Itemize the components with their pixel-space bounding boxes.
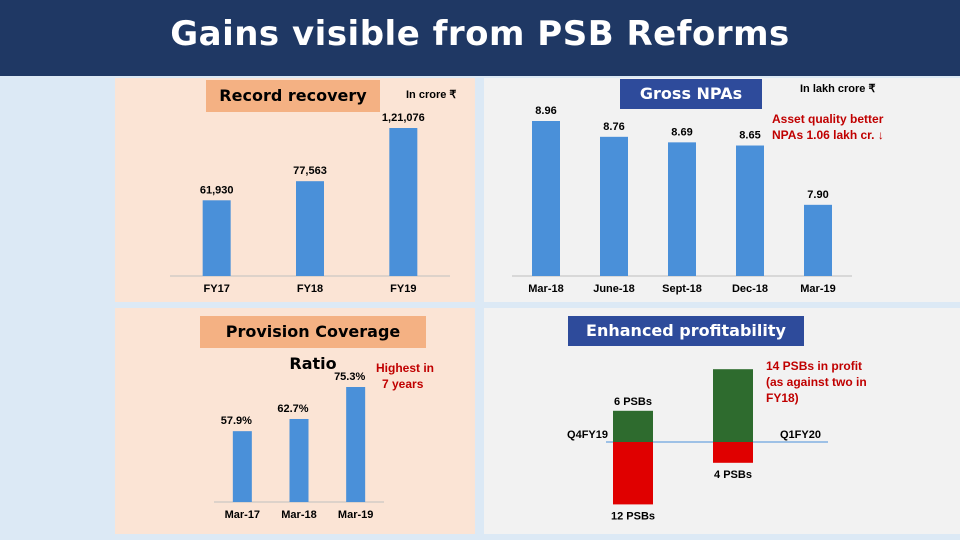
npa-note-line-2: NPAs 1.06 lakh cr. ↓ (772, 128, 884, 142)
recovery-value-label: 1,21,076 (382, 112, 425, 124)
pcr-value-label: 75.3% (334, 371, 365, 383)
npa-bar (736, 145, 764, 276)
npa-tick-label: Mar-18 (528, 283, 563, 295)
recovery-bar (389, 128, 418, 276)
recovery-bar (202, 200, 231, 276)
npa-bar (532, 121, 560, 276)
pcr-bar (232, 431, 252, 502)
profit-tick-label: Q1FY20 (780, 429, 821, 441)
profit-label: Enhanced profitability (568, 316, 804, 346)
npa-bar (668, 142, 696, 276)
recovery-unit: In crore ₹ (406, 89, 457, 101)
npa-value-label: 8.96 (535, 105, 556, 117)
recovery-tick-label: FY17 (204, 283, 230, 295)
pcr-tick-label: Mar-18 (281, 509, 316, 521)
loss-bar (613, 442, 653, 505)
pcr-label: Provision Coverage Ratio (200, 316, 426, 373)
npa-tick-label: Mar-19 (800, 283, 835, 295)
npa-bar (804, 204, 832, 276)
pcr-tick-label: Mar-19 (338, 509, 373, 521)
profit-note-line-2: (as against two in (766, 375, 867, 389)
profit-note-line-1: 14 PSBs in profit (766, 359, 863, 373)
loss-value-label: 12 PSBs (611, 510, 655, 522)
profit-bar (613, 410, 653, 442)
profit-note: 14 PSBs in profit (as against two in FY1… (766, 358, 867, 406)
npa-bar (600, 136, 628, 276)
pcr-note-line-2: 7 years (382, 377, 424, 391)
profit-tick-label: Q4FY19 (567, 429, 608, 441)
recovery-label: Record recovery (206, 80, 380, 112)
profit-bar (713, 369, 753, 442)
recovery-tick-label: FY19 (390, 283, 416, 295)
loss-bar (713, 442, 753, 463)
recovery-tick-label: FY18 (297, 283, 323, 295)
npa-note: Asset quality better NPAs 1.06 lakh cr. … (772, 111, 932, 143)
pcr-note-line-1: Highest in (376, 361, 435, 375)
npa-value-label: 7.90 (807, 189, 828, 201)
npa-tick-label: June-18 (593, 283, 635, 295)
npa-tick-label: Dec-18 (732, 283, 768, 295)
npa-value-label: 8.76 (603, 121, 624, 133)
npa-note-line-1: Asset quality better (772, 112, 884, 126)
loss-value-label: 4 PSBs (714, 469, 752, 481)
pcr-value-label: 62.7% (277, 403, 308, 415)
recovery-value-label: 61,930 (200, 184, 234, 196)
recovery-bar (296, 181, 324, 276)
pcr-bar (346, 387, 366, 502)
npa-unit: In lakh crore ₹ (800, 83, 876, 95)
npa-value-label: 8.69 (671, 126, 692, 138)
page-title: Gains visible from PSB Reforms (170, 14, 790, 54)
npa-tick-label: Sept-18 (662, 283, 702, 295)
npa-panel (484, 78, 960, 302)
recovery-value-label: 77,563 (293, 165, 327, 177)
title-bar (0, 0, 960, 76)
profit-value-label: 6 PSBs (614, 396, 652, 408)
pcr-value-label: 57.9% (221, 415, 252, 427)
npa-value-label: 8.65 (739, 130, 760, 142)
profit-note-line-3: FY18) (766, 391, 799, 405)
npa-label: Gross NPAs (620, 79, 762, 109)
pcr-tick-label: Mar-17 (225, 509, 260, 521)
pcr-bar (289, 418, 309, 502)
pcr-note: Highest in 7 years (376, 360, 434, 392)
